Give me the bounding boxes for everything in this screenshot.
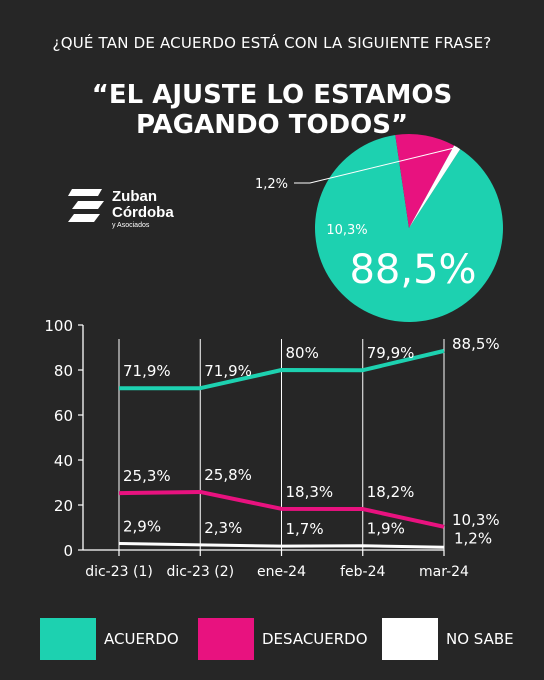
pie-slice-desacuerdo <box>395 134 455 228</box>
x-tick-label: feb-24 <box>340 564 385 580</box>
data-label-no-sabe: 1,9% <box>367 520 405 538</box>
y-tick-label: 100 <box>44 317 73 335</box>
brand-name-line1: Zuban <box>112 188 157 205</box>
legend-swatch-acuerdo <box>40 618 96 660</box>
pie-label-acuerdo: 88,5% <box>349 247 476 293</box>
legend-label-desacuerdo: DESACUERDO <box>262 630 368 648</box>
series-line-acuerdo <box>119 348 445 391</box>
x-tick-label: dic-23 (1) <box>85 564 153 580</box>
data-label-desacuerdo: 18,3% <box>286 483 334 501</box>
series-line-desacuerdo <box>118 489 445 529</box>
brand-name-line3: y Asociados <box>112 222 150 229</box>
data-label-acuerdo: 88,5% <box>452 335 500 353</box>
data-label-desacuerdo: 25,8% <box>204 466 252 484</box>
y-tick-label: 20 <box>54 497 73 515</box>
data-label-no-sabe: 1,2% <box>454 529 492 547</box>
data-label-no-sabe: 2,3% <box>204 519 242 537</box>
x-tick-label: ene-24 <box>257 564 306 580</box>
data-label-no-sabe: 1,7% <box>286 520 324 538</box>
brand-logo: Zuban Córdoba y Asociados <box>68 185 208 235</box>
data-label-acuerdo: 71,9% <box>204 362 252 380</box>
brand-name-line2: Córdoba <box>112 204 174 221</box>
legend-swatch-desacuerdo <box>198 618 254 660</box>
series-line-no-sabe <box>118 541 445 549</box>
y-tick-label: 0 <box>63 542 73 560</box>
pie-label-desacuerdo: 10,3% <box>326 223 367 238</box>
pie-slice-acuerdo <box>314 135 503 322</box>
x-tick-label: mar-24 <box>419 564 469 580</box>
headline-quote: “EL AJUSTE LO ESTAMOS PAGANDO TODOS” <box>91 80 453 140</box>
x-tick-label: dic-23 (2) <box>166 564 234 580</box>
y-tick-label: 40 <box>54 452 73 470</box>
legend-label-no-sabe: NO SABE <box>446 630 514 648</box>
legend-swatch-no-sabe <box>382 618 438 660</box>
y-tick-label: 60 <box>54 407 73 425</box>
data-label-desacuerdo: 25,3% <box>123 467 171 485</box>
pie-slice-no-sabe <box>409 145 461 228</box>
data-label-desacuerdo: 18,2% <box>367 483 415 501</box>
question-text: ¿QUÉ TAN DE ACUERDO ESTÁ CON LA SIGUIENT… <box>52 34 492 52</box>
chart-legend: ACUERDO DESACUERDO NO SABE <box>40 618 520 662</box>
data-label-acuerdo: 79,9% <box>367 344 415 362</box>
data-label-desacuerdo: 10,3% <box>452 511 500 529</box>
y-tick-label: 80 <box>54 362 73 380</box>
pie-label-no-sabe: 1,2% <box>255 177 288 192</box>
pie-leader-no-sabe <box>294 146 458 184</box>
data-label-no-sabe: 2,9% <box>123 517 161 535</box>
brand-mark-icon <box>68 189 104 222</box>
legend-label-acuerdo: ACUERDO <box>104 630 179 648</box>
data-label-acuerdo: 71,9% <box>123 362 171 380</box>
data-label-acuerdo: 80% <box>286 344 319 362</box>
